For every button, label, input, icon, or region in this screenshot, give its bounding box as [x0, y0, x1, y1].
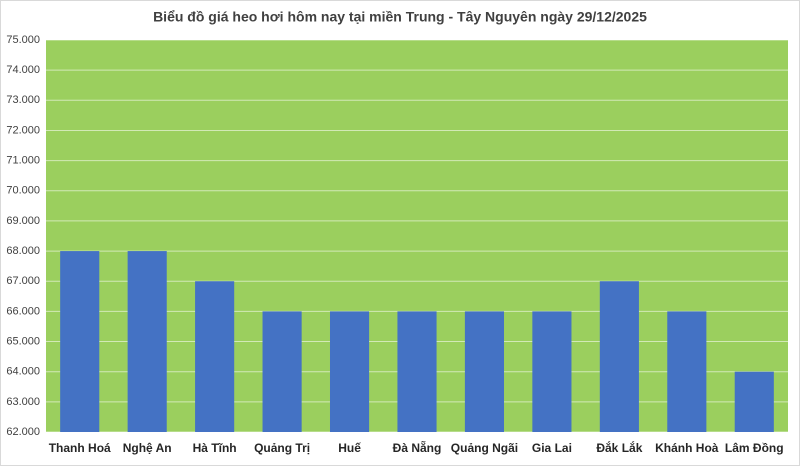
- x-tick-label: Đà Nẵng: [393, 440, 442, 455]
- bar: [667, 311, 707, 432]
- y-tick-label: 73.000: [6, 94, 40, 106]
- chart-title: Biểu đồ giá heo hơi hôm nay tại miền Tru…: [153, 9, 647, 25]
- y-tick-label: 68.000: [6, 245, 40, 257]
- x-tick-label: Khánh Hoà: [655, 441, 719, 455]
- y-tick-label: 66.000: [6, 305, 40, 317]
- x-tick-label: Lâm Đồng: [725, 441, 784, 455]
- bar: [127, 251, 167, 432]
- bar: [532, 311, 572, 432]
- y-tick-label: 64.000: [6, 366, 40, 378]
- bar: [329, 311, 370, 432]
- x-tick-label: Huế: [338, 441, 361, 455]
- x-tick-label: Thanh Hoá: [49, 441, 111, 455]
- x-tick-label: Gia Lai: [532, 441, 572, 455]
- y-tick-label: 65.000: [6, 335, 40, 347]
- bar: [60, 251, 100, 432]
- bar: [464, 311, 505, 432]
- y-tick-label: 62.000: [6, 426, 40, 438]
- x-tick-label: Hà Tĩnh: [193, 441, 237, 455]
- bar: [195, 281, 235, 432]
- bar: [262, 311, 302, 432]
- y-tick-label: 63.000: [6, 396, 40, 408]
- bar: [599, 281, 639, 432]
- x-tick-label: Quảng Ngãi: [451, 441, 518, 455]
- y-tick-label: 75.000: [6, 34, 40, 46]
- x-tick-label: Nghệ An: [123, 441, 172, 455]
- y-tick-label: 67.000: [6, 275, 40, 287]
- bar: [397, 311, 437, 432]
- y-tick-label: 69.000: [6, 215, 40, 227]
- x-tick-label: Đắk Lắk: [596, 440, 642, 455]
- bar: [734, 371, 774, 432]
- y-tick-label: 71.000: [6, 155, 40, 167]
- y-tick-label: 72.000: [6, 124, 40, 136]
- y-tick-label: 70.000: [6, 185, 40, 197]
- y-tick-label: 74.000: [6, 64, 40, 76]
- x-tick-label: Quảng Trị: [254, 441, 310, 455]
